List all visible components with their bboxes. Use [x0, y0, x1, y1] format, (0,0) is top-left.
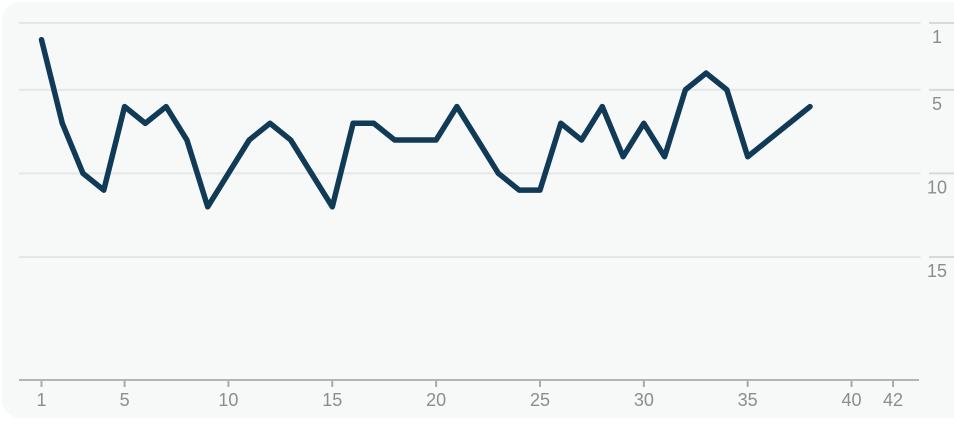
y-tick-label: 10 [927, 177, 947, 197]
x-tick-label: 5 [120, 390, 130, 410]
chart-card [2, 2, 954, 418]
x-tick-label: 35 [738, 390, 758, 410]
y-tick-label: 15 [927, 261, 947, 281]
x-tick-label: 1 [36, 390, 46, 410]
x-tick-label: 40 [842, 390, 862, 410]
chart-position-series-line [38, 36, 813, 210]
x-tick-label: 30 [634, 390, 654, 410]
x-tick-label: 10 [218, 390, 238, 410]
x-tick-label: 25 [530, 390, 550, 410]
x-tick-label: 15 [322, 390, 342, 410]
y-tick-label: 1 [932, 27, 942, 47]
y-tick-label: 5 [932, 94, 942, 114]
x-tick-label: 42 [883, 390, 903, 410]
x-tick-label: 20 [426, 390, 446, 410]
